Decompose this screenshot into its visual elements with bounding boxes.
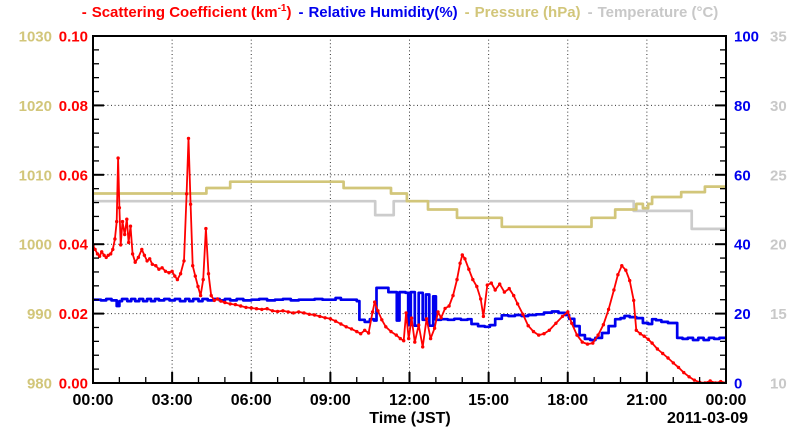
svg-text:09:00: 09:00 [310, 392, 351, 409]
svg-text:0.02: 0.02 [59, 306, 88, 323]
svg-text:15:00: 15:00 [468, 392, 509, 409]
svg-text:1030: 1030 [19, 29, 52, 46]
svg-text:15: 15 [770, 306, 787, 323]
svg-text:35: 35 [770, 29, 787, 46]
axis-labels-time: 00:00 03:00 06:00 09:00 12:00 15:00 18:00 21:00… [73, 392, 747, 409]
legend-dash-scattering: - [81, 4, 87, 21]
axis-labels-pressure: 1030 1020 1010 1000 990 980 [19, 29, 52, 393]
svg-text:1000: 1000 [19, 237, 52, 254]
svg-text:00:00: 00:00 [706, 392, 747, 409]
svg-text:12:00: 12:00 [389, 392, 430, 409]
svg-text:30: 30 [770, 98, 787, 115]
legend: - Scattering Coefficient (km-1) - Relati… [0, 3, 800, 21]
legend-label-pressure: Pressure (hPa) [474, 4, 581, 21]
svg-text:21:00: 21:00 [626, 392, 667, 409]
legend-item-pressure: - Pressure (hPa) [465, 4, 581, 21]
legend-item-scattering: - Scattering Coefficient (km-1) [82, 3, 292, 21]
legend-item-humidity: - Relative Humidity(%) [298, 4, 457, 21]
axis-labels-humidity: 100 80 60 40 20 0 [734, 29, 759, 393]
legend-label-humidity: Relative Humidity(%) [308, 4, 458, 21]
series-scattering-line [93, 136, 726, 383]
svg-text:990: 990 [27, 306, 52, 323]
svg-text:100: 100 [734, 29, 759, 46]
svg-text:0.00: 0.00 [59, 376, 88, 393]
svg-text:20: 20 [770, 237, 787, 254]
svg-text:40: 40 [734, 237, 751, 254]
svg-text:60: 60 [734, 167, 751, 184]
svg-text:25: 25 [770, 167, 787, 184]
svg-text:10: 10 [770, 376, 787, 393]
svg-text:06:00: 06:00 [231, 392, 272, 409]
svg-text:0: 0 [734, 376, 742, 393]
legend-dash-temperature: - [587, 4, 593, 21]
svg-text:0.06: 0.06 [59, 167, 88, 184]
legend-dash-humidity: - [298, 4, 304, 21]
axis-labels-scattering: 0.10 0.08 0.06 0.04 0.02 0.00 [59, 29, 89, 393]
series-temperature-line [93, 199, 726, 231]
svg-text:0.10: 0.10 [59, 29, 88, 46]
svg-text:1020: 1020 [19, 98, 52, 115]
x-axis-title: Time (JST) [369, 410, 451, 427]
svg-text:80: 80 [734, 98, 751, 115]
legend-label-scattering: Scattering Coefficient (km-1) [91, 3, 292, 21]
svg-text:0.04: 0.04 [59, 237, 89, 254]
svg-text:0.08: 0.08 [59, 98, 88, 115]
svg-text:1010: 1010 [19, 167, 52, 184]
svg-text:18:00: 18:00 [547, 392, 588, 409]
series-humidity-line [93, 286, 726, 342]
gridlines [93, 36, 726, 383]
svg-text:00:00: 00:00 [73, 392, 114, 409]
svg-text:20: 20 [734, 306, 751, 323]
data-series [93, 136, 726, 383]
svg-text:03:00: 03:00 [152, 392, 193, 409]
series-pressure-line [93, 180, 726, 229]
x-axis-date: 2011-03-09 [667, 410, 748, 427]
axis-ticks [92, 35, 727, 384]
legend-dash-pressure: - [464, 4, 470, 21]
axis-labels-temperature: 35 30 25 20 15 10 [770, 29, 787, 393]
legend-label-temperature: Temperature (°C) [597, 4, 719, 21]
legend-item-temperature: - Temperature (°C) [588, 4, 719, 21]
svg-text:980: 980 [27, 376, 52, 393]
